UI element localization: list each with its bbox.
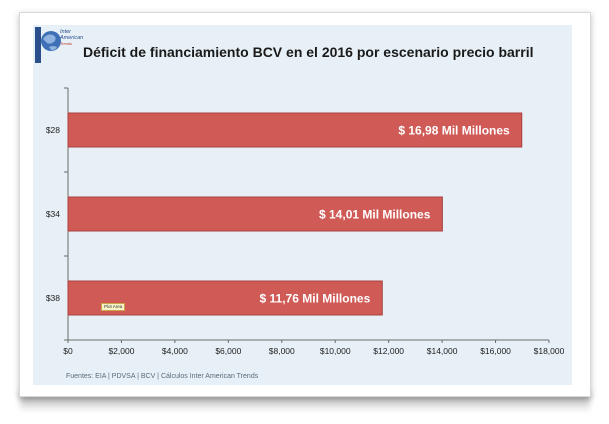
card-shadow (20, 392, 590, 412)
x-tick-label: $6,000 (215, 346, 241, 356)
bar-data-label: $ 14,01 Mil Millones (319, 208, 431, 222)
bar-34 (67, 196, 443, 232)
x-tick-label: $16,000 (480, 346, 511, 356)
bar-38 (67, 280, 383, 316)
x-tick-label: $10,000 (320, 346, 351, 356)
bar-data-label: $ 11,76 Mil Millones (260, 292, 371, 306)
category-label: $28 (46, 125, 60, 135)
category-label: $34 (46, 209, 60, 219)
x-tick-label: $14,000 (427, 346, 458, 356)
x-tick-label: $0 (63, 346, 73, 356)
brand-line-2: American (60, 35, 84, 41)
bar-28 (67, 112, 523, 148)
x-tick-label: $2,000 (108, 346, 134, 356)
bar-data-label: $ 16,98 Mil Millones (398, 124, 510, 138)
globe-logo-icon (35, 27, 61, 63)
brand-name: Inter American Trends (60, 29, 100, 47)
brand-line-1: Inter (60, 29, 72, 35)
x-tick-label: $8,000 (269, 346, 295, 356)
category-label: $38 (46, 293, 60, 303)
x-tick-label: $18,000 (534, 346, 565, 356)
x-tick-label: $4,000 (162, 346, 188, 356)
x-tick-label: $12,000 (373, 346, 404, 356)
brand-line-3: Trends (60, 41, 73, 46)
chart-title: Déficit de financiamiento BCV en el 2016… (83, 44, 534, 60)
plot-area-tag: Plot Area (101, 303, 126, 311)
source-note: Fuentes: EIA | PDVSA | BCV | Cálculos In… (66, 373, 259, 380)
